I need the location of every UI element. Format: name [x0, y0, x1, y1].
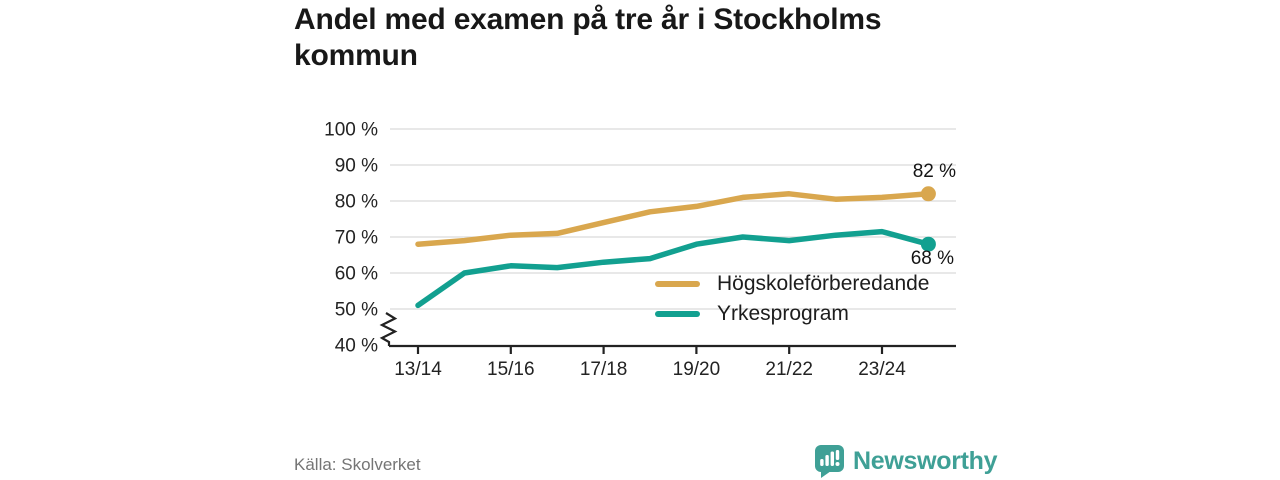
source-note: Källa: Skolverket: [294, 455, 421, 474]
end-value-label-yrkesprogram: 68 %: [910, 248, 954, 269]
newsworthy-icon: [815, 445, 844, 478]
legend-swatch-hogskoleforberedande: [655, 281, 700, 287]
y-axis-tick-label: 50 %: [335, 300, 378, 321]
x-axis-tick-label: 23/24: [858, 359, 906, 380]
x-axis-tick-label: 15/16: [487, 359, 535, 380]
series-line-h-gskolef-rberedande: [415, 191, 932, 247]
legend-label: Högskoleförberedande: [717, 272, 930, 295]
legend-label: Yrkesprogram: [717, 302, 849, 325]
legend-item-yrkesprogram: Yrkesprogram: [655, 299, 929, 329]
legend-item-hogskoleforberedande: Högskoleförberedande: [655, 269, 929, 299]
y-axis-tick-label: 60 %: [335, 264, 378, 285]
series-end-dot-h-gskolef-rberedande: [920, 186, 936, 202]
chart-title: Andel med examen på tre år i Stockholms …: [294, 3, 882, 72]
y-axis-break-mark: [379, 312, 398, 346]
x-axis-tick-label: 19/20: [673, 359, 721, 380]
end-value-label-hogskoleforberedande: 82 %: [912, 161, 956, 182]
x-axis-tick-label: 13/14: [394, 359, 442, 380]
newsworthy-logo: Newsworthy: [814, 444, 998, 479]
x-axis-tick-label: 21/22: [765, 359, 813, 380]
legend-swatch-yrkesprogram: [655, 311, 700, 317]
y-axis-tick-label: 80 %: [335, 192, 378, 213]
y-axis-tick-label: 100 %: [324, 120, 378, 141]
y-axis-tick-label: 40 %: [335, 336, 378, 357]
y-axis-tick-label: 70 %: [335, 228, 378, 249]
newsworthy-logo-text: Newsworthy: [853, 447, 998, 475]
chart-legend: Högskoleförberedande Yrkesprogram: [655, 269, 929, 329]
y-axis-tick-label: 90 %: [335, 156, 378, 177]
x-axis-tick-label: 17/18: [580, 359, 628, 380]
